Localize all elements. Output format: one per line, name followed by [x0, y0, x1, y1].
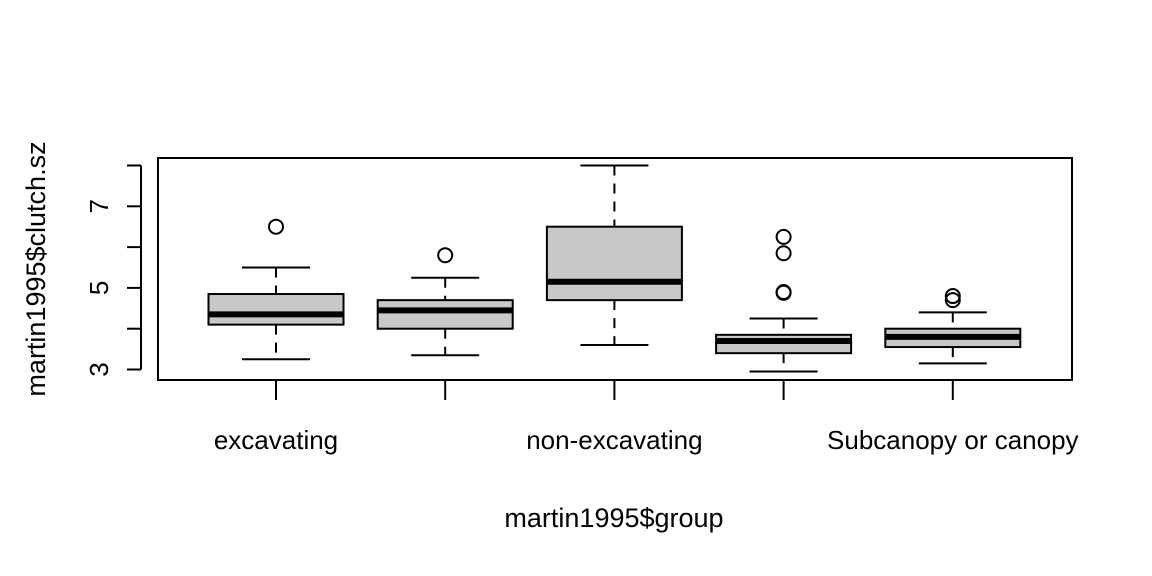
y-tick-label: 5 — [84, 281, 114, 295]
x-axis-title: martin1995$group — [504, 503, 723, 533]
outlier-point — [775, 245, 792, 262]
outlier-point — [775, 228, 792, 245]
outlier-point — [944, 288, 961, 305]
box-iqr — [545, 225, 683, 302]
box-group — [207, 218, 345, 361]
x-axis: excavating non-excavating Subcanopy or can… — [214, 380, 1079, 455]
box-iqr — [715, 333, 853, 355]
y-tick-label: 3 — [84, 362, 114, 376]
y-axis-title: martin1995$clutch.sz — [21, 141, 51, 396]
box-iqr — [207, 293, 345, 326]
box-group — [884, 288, 1022, 365]
x-tick-label: excavating — [214, 425, 338, 455]
outlier-point — [775, 284, 792, 301]
box-group — [376, 247, 514, 357]
x-tick-label: Subcanopy or canopy — [827, 425, 1079, 455]
x-tick-label: non-excavating — [526, 425, 702, 455]
box-iqr — [376, 299, 514, 330]
box-group — [715, 228, 853, 373]
y-tick-label: 7 — [84, 199, 114, 213]
y-axis: 3 5 7 — [84, 164, 142, 377]
box-group — [545, 164, 683, 347]
outlier-point — [268, 218, 284, 235]
box-series — [207, 164, 1022, 373]
outlier-point — [944, 292, 961, 309]
outlier-point — [437, 247, 454, 264]
